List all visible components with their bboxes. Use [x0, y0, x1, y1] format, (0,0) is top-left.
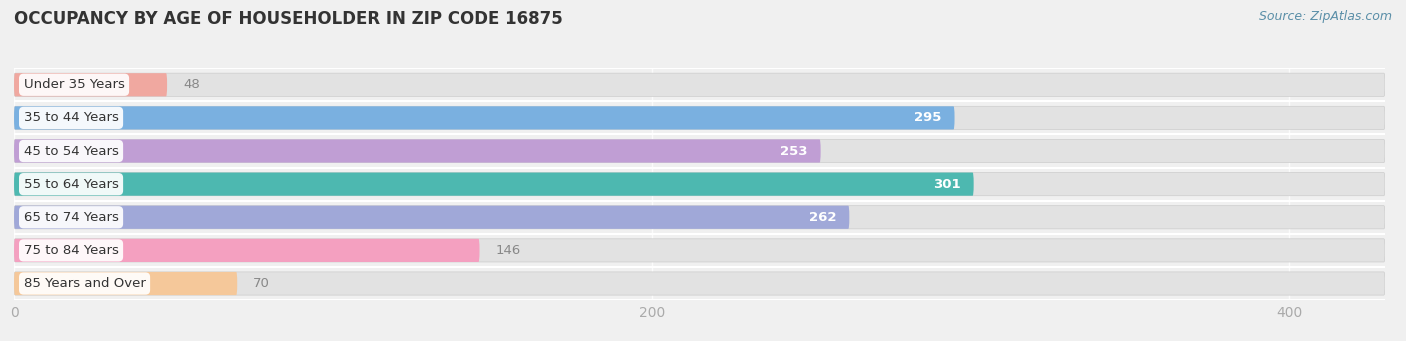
- FancyBboxPatch shape: [14, 239, 1385, 262]
- Text: 295: 295: [914, 112, 942, 124]
- Text: 146: 146: [495, 244, 520, 257]
- Text: 48: 48: [183, 78, 200, 91]
- Text: 65 to 74 Years: 65 to 74 Years: [24, 211, 118, 224]
- Text: 55 to 64 Years: 55 to 64 Years: [24, 178, 118, 191]
- Text: 35 to 44 Years: 35 to 44 Years: [24, 112, 118, 124]
- FancyBboxPatch shape: [14, 206, 849, 229]
- FancyBboxPatch shape: [14, 106, 1385, 130]
- Text: 85 Years and Over: 85 Years and Over: [24, 277, 145, 290]
- FancyBboxPatch shape: [14, 206, 1385, 229]
- FancyBboxPatch shape: [14, 73, 1385, 97]
- Text: 301: 301: [934, 178, 960, 191]
- FancyBboxPatch shape: [14, 139, 821, 163]
- FancyBboxPatch shape: [14, 272, 238, 295]
- Text: Under 35 Years: Under 35 Years: [24, 78, 125, 91]
- FancyBboxPatch shape: [14, 106, 955, 130]
- FancyBboxPatch shape: [14, 239, 479, 262]
- Text: Source: ZipAtlas.com: Source: ZipAtlas.com: [1258, 10, 1392, 23]
- Text: 253: 253: [780, 145, 808, 158]
- Text: 45 to 54 Years: 45 to 54 Years: [24, 145, 118, 158]
- Text: 70: 70: [253, 277, 270, 290]
- FancyBboxPatch shape: [14, 173, 1385, 196]
- Text: 262: 262: [808, 211, 837, 224]
- FancyBboxPatch shape: [14, 272, 1385, 295]
- Text: 75 to 84 Years: 75 to 84 Years: [24, 244, 118, 257]
- FancyBboxPatch shape: [14, 139, 1385, 163]
- FancyBboxPatch shape: [14, 173, 974, 196]
- Text: OCCUPANCY BY AGE OF HOUSEHOLDER IN ZIP CODE 16875: OCCUPANCY BY AGE OF HOUSEHOLDER IN ZIP C…: [14, 10, 562, 28]
- FancyBboxPatch shape: [14, 73, 167, 97]
